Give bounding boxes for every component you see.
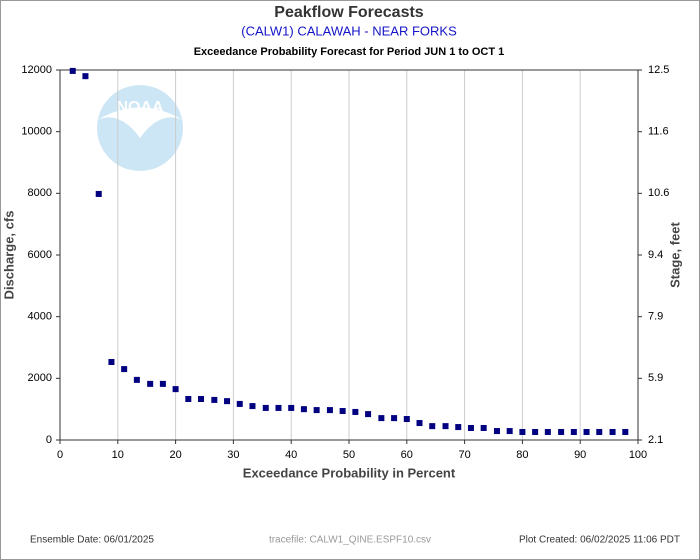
y-tick-label: 12000 xyxy=(21,64,52,76)
y2-tick-label: 5.9 xyxy=(648,372,663,384)
point xyxy=(133,376,140,383)
point xyxy=(108,358,115,365)
point xyxy=(198,395,205,402)
x-tick-label: 80 xyxy=(516,449,528,461)
point xyxy=(455,424,462,431)
noaa-logo: NOAA xyxy=(97,85,183,171)
point xyxy=(147,380,154,387)
point xyxy=(596,428,603,435)
chart-description: Exceedance Probability Forecast for Peri… xyxy=(194,46,505,58)
footer-center: tracefile: CALW1_QINE.ESPF10.csv xyxy=(269,535,431,546)
point xyxy=(236,400,243,407)
x-tick-label: 50 xyxy=(343,449,355,461)
point xyxy=(429,423,436,430)
point xyxy=(300,406,307,413)
point xyxy=(519,428,526,435)
y2-tick-label: 10.6 xyxy=(648,187,669,199)
plot-border xyxy=(59,69,639,441)
point xyxy=(532,428,539,435)
y2-tick-label: 7.9 xyxy=(648,311,663,323)
point xyxy=(467,424,474,431)
point xyxy=(69,67,76,74)
point xyxy=(211,396,218,403)
point xyxy=(365,411,372,418)
point xyxy=(172,386,179,393)
y-tick-label: 8000 xyxy=(28,187,52,199)
point xyxy=(288,404,295,411)
point xyxy=(95,190,102,197)
point xyxy=(391,415,398,422)
y-axis-label: Discharge, cfs xyxy=(1,211,16,300)
point xyxy=(442,423,449,430)
chart-title: Peakflow Forecasts xyxy=(274,4,424,21)
y-tick-label: 0 xyxy=(46,434,52,446)
point xyxy=(352,408,359,415)
footer-left: Ensemble Date: 06/01/2025 xyxy=(30,535,154,546)
point xyxy=(558,428,565,435)
point xyxy=(339,408,346,415)
y-tick-label: 6000 xyxy=(28,249,52,261)
x-tick-label: 70 xyxy=(458,449,470,461)
point xyxy=(378,415,385,422)
x-tick-label: 60 xyxy=(401,449,413,461)
y2-tick-label: 9.4 xyxy=(648,249,663,261)
point xyxy=(262,404,269,411)
watermark: NOAA xyxy=(116,99,164,116)
y2-tick-label: 2.1 xyxy=(648,434,663,446)
footer-right: Plot Created: 06/02/2025 11:06 PDT xyxy=(519,535,680,546)
point xyxy=(403,416,410,423)
x-tick-label: 10 xyxy=(112,449,124,461)
point xyxy=(249,403,256,410)
y-tick-label: 2000 xyxy=(28,372,52,384)
point xyxy=(224,398,231,405)
point xyxy=(185,395,192,402)
point xyxy=(493,428,500,435)
point xyxy=(326,407,333,414)
point xyxy=(609,428,616,435)
point xyxy=(622,428,629,435)
point xyxy=(544,428,551,435)
x-tick-label: 100 xyxy=(629,449,647,461)
x-tick-label: 20 xyxy=(169,449,181,461)
point xyxy=(583,428,590,435)
point xyxy=(506,428,513,435)
point xyxy=(121,366,128,373)
y-tick-label: 4000 xyxy=(28,311,52,323)
point xyxy=(570,428,577,435)
y-tick-label: 10000 xyxy=(21,126,52,138)
point xyxy=(159,380,166,387)
x-tick-label: 90 xyxy=(574,449,586,461)
point xyxy=(416,420,423,427)
point xyxy=(480,424,487,431)
point xyxy=(313,407,320,414)
x-tick-label: 40 xyxy=(285,449,297,461)
x-tick-label: 0 xyxy=(57,449,63,461)
x-axis-label: Exceedance Probability in Percent xyxy=(243,465,456,480)
y2-tick-label: 12.5 xyxy=(648,64,669,76)
x-tick-label: 30 xyxy=(227,449,239,461)
y2-axis-label: Stage, feet xyxy=(667,221,682,287)
point xyxy=(82,73,89,80)
y2-tick-label: 11.6 xyxy=(648,126,669,138)
chart-subtitle: (CALW1) CALAWAH - NEAR FORKS xyxy=(241,23,457,38)
point xyxy=(275,404,282,411)
